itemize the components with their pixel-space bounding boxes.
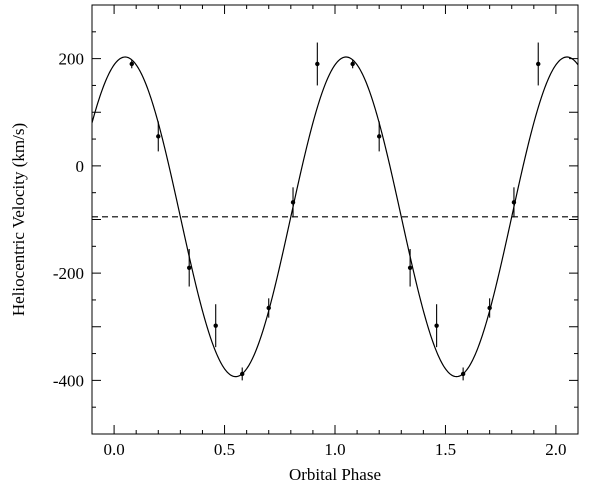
data-point xyxy=(407,265,413,270)
x-tick-label: 1.0 xyxy=(324,440,345,459)
y-axis-title: Heliocentric Velocity (km/s) xyxy=(9,123,28,316)
x-axis-title: Orbital Phase xyxy=(289,465,381,484)
data-point xyxy=(487,305,492,311)
plot-contents xyxy=(92,42,578,381)
x-tick-label: 0.5 xyxy=(214,440,235,459)
data-point xyxy=(129,61,134,67)
data-point xyxy=(290,200,296,205)
data-point xyxy=(536,61,541,67)
y-tick-label: 200 xyxy=(59,50,85,69)
data-point xyxy=(376,134,382,139)
y-tick-label: -200 xyxy=(53,264,84,283)
data-point xyxy=(240,371,245,377)
data-point xyxy=(156,134,161,139)
axes: 0.0 0.5 1.0 1.5 2.0 200 0 -200 -400 xyxy=(53,4,579,459)
data-point xyxy=(213,323,218,328)
x-tick-label: 2.0 xyxy=(545,440,566,459)
fit-curve xyxy=(92,56,578,378)
data-point xyxy=(434,323,439,328)
data-point xyxy=(350,61,355,67)
plot-area xyxy=(92,42,578,381)
data-point xyxy=(187,265,192,270)
plot-frame xyxy=(91,4,579,435)
data-point xyxy=(511,200,517,205)
y-tick-label: 0 xyxy=(76,157,85,176)
x-tick-label: 0.0 xyxy=(103,440,124,459)
data-point xyxy=(315,61,320,67)
data-point xyxy=(460,371,466,377)
y-tick-label: -400 xyxy=(53,371,84,390)
x-tick-label: 1.5 xyxy=(435,440,456,459)
data-point xyxy=(266,305,271,311)
